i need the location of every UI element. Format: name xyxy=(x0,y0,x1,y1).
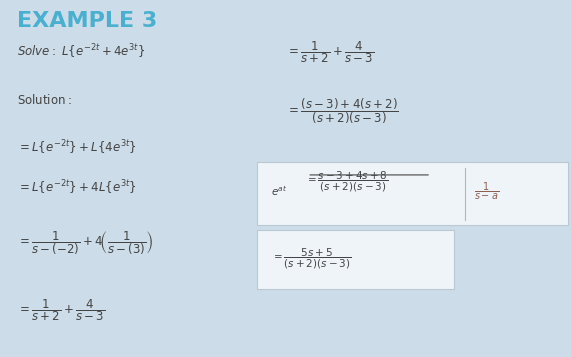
Text: $=\dfrac{(s-3)+4(s+2)}{(s+2)(s-3)}$: $=\dfrac{(s-3)+4(s+2)}{(s+2)(s-3)}$ xyxy=(286,96,398,126)
FancyBboxPatch shape xyxy=(257,162,568,225)
Text: $=\dfrac{5s+5}{(s+2)(s-3)}$: $=\dfrac{5s+5}{(s+2)(s-3)}$ xyxy=(271,247,352,271)
FancyBboxPatch shape xyxy=(257,230,454,289)
Text: $= L\{e^{-2t}\} + L\{4e^{3t}\}$: $= L\{e^{-2t}\} + L\{4e^{3t}\}$ xyxy=(17,139,137,157)
Text: EXAMPLE 3: EXAMPLE 3 xyxy=(17,11,158,31)
Text: $=\dfrac{1}{s+2}+\dfrac{4}{s-3}$: $=\dfrac{1}{s+2}+\dfrac{4}{s-3}$ xyxy=(286,39,374,65)
Text: $= L\{e^{-2t}\} + 4L\{e^{3t}\}$: $= L\{e^{-2t}\} + 4L\{e^{3t}\}$ xyxy=(17,178,137,197)
Text: $=\dfrac{1}{s-(-2)}+4\!\left(\dfrac{1}{s-(3)}\right)$: $=\dfrac{1}{s-(-2)}+4\!\left(\dfrac{1}{s… xyxy=(17,229,154,257)
Text: $\dfrac{1}{s-a}$: $\dfrac{1}{s-a}$ xyxy=(474,181,499,202)
Text: $=\dfrac{1}{s+2}+\dfrac{4}{s-3}$: $=\dfrac{1}{s+2}+\dfrac{4}{s-3}$ xyxy=(17,298,106,323)
Text: $\mathrm{Solution:}$: $\mathrm{Solution:}$ xyxy=(17,93,72,107)
Text: $e^{at}$: $e^{at}$ xyxy=(271,184,288,198)
Text: $\mathit{Solve:}\ L\{e^{-2t} + 4e^{3t}\}$: $\mathit{Solve:}\ L\{e^{-2t} + 4e^{3t}\}… xyxy=(17,42,146,61)
Text: $=\dfrac{s-3+4s+8}{(s+2)(s-3)}$: $=\dfrac{s-3+4s+8}{(s+2)(s-3)}$ xyxy=(305,170,389,194)
